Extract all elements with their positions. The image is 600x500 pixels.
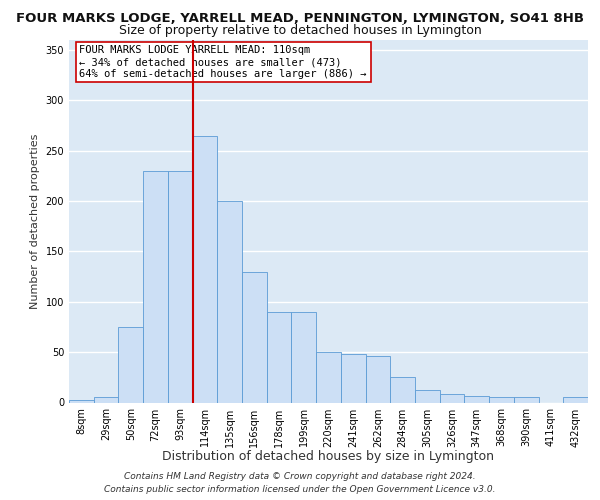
Bar xyxy=(94,398,118,402)
X-axis label: Distribution of detached houses by size in Lymington: Distribution of detached houses by size … xyxy=(163,450,494,462)
Bar xyxy=(217,201,242,402)
Text: FOUR MARKS LODGE YARRELL MEAD: 110sqm
← 34% of detached houses are smaller (473): FOUR MARKS LODGE YARRELL MEAD: 110sqm ← … xyxy=(79,46,367,78)
Bar xyxy=(143,171,168,402)
Bar xyxy=(193,136,217,402)
Bar xyxy=(316,352,341,403)
Bar xyxy=(390,378,415,402)
Bar xyxy=(415,390,440,402)
Bar xyxy=(69,400,94,402)
Text: FOUR MARKS LODGE, YARRELL MEAD, PENNINGTON, LYMINGTON, SO41 8HB: FOUR MARKS LODGE, YARRELL MEAD, PENNINGT… xyxy=(16,12,584,26)
Bar xyxy=(242,272,267,402)
Bar xyxy=(514,398,539,402)
Bar xyxy=(118,327,143,402)
Bar xyxy=(341,354,365,403)
Bar xyxy=(489,398,514,402)
Text: Contains HM Land Registry data © Crown copyright and database right 2024.
Contai: Contains HM Land Registry data © Crown c… xyxy=(104,472,496,494)
Bar xyxy=(267,312,292,402)
Text: Size of property relative to detached houses in Lymington: Size of property relative to detached ho… xyxy=(119,24,481,37)
Bar xyxy=(292,312,316,402)
Bar xyxy=(365,356,390,403)
Bar xyxy=(168,171,193,402)
Y-axis label: Number of detached properties: Number of detached properties xyxy=(30,134,40,309)
Bar xyxy=(464,396,489,402)
Bar xyxy=(563,398,588,402)
Bar xyxy=(440,394,464,402)
